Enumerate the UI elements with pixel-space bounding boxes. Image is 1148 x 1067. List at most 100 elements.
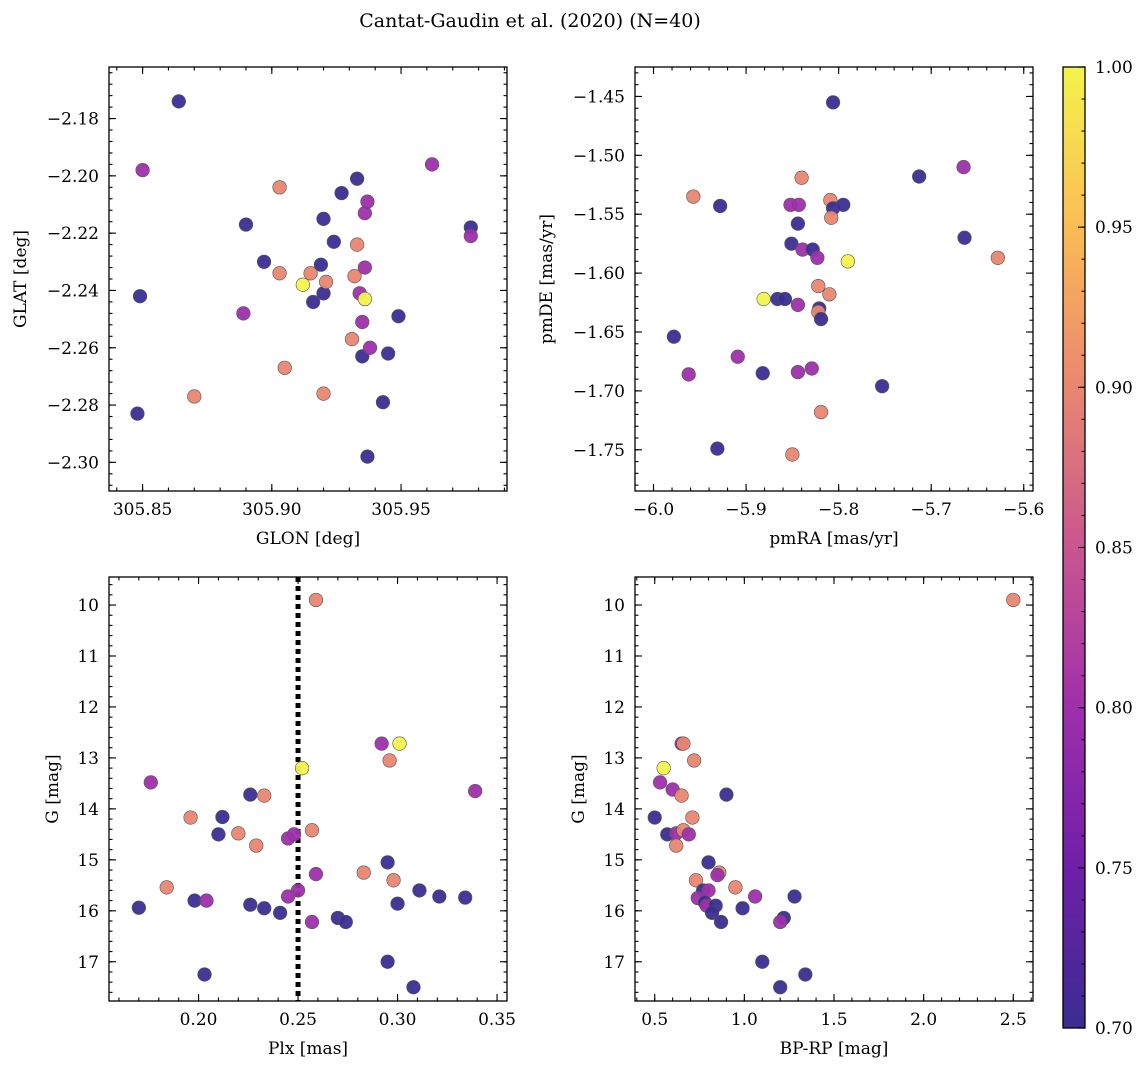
scatter-point (171, 94, 186, 109)
colorbar-tick-label: 0.70 (1095, 1019, 1133, 1039)
scatter-point (347, 269, 362, 284)
scatter-point (647, 810, 662, 825)
scatter-point (813, 311, 829, 327)
scatter-point (338, 914, 353, 930)
scatter-point (380, 855, 395, 870)
x-tick-label: −5.9 (725, 500, 766, 520)
scatter-point (257, 901, 272, 916)
y-tick-label: 12 (603, 698, 625, 718)
scatter-point (748, 889, 763, 904)
scatter-point (713, 198, 728, 214)
colorbar-tick-label: 0.85 (1095, 539, 1133, 559)
x-tick-label: 0.20 (180, 1010, 218, 1030)
scatter-point (357, 260, 372, 275)
y-tick-label: 16 (77, 902, 99, 922)
y-axis-label: GLAT [deg] (11, 230, 31, 328)
scatter-point (392, 736, 407, 751)
x-tick-label: −6.0 (633, 500, 674, 520)
y-tick-label: 11 (77, 647, 99, 667)
scatter-points (130, 94, 478, 464)
colorbar-tick-label: 0.90 (1095, 378, 1133, 398)
scatter-point (303, 266, 318, 281)
scatter-point (350, 171, 365, 186)
y-tick-label: 17 (77, 953, 99, 973)
y-tick-label: −2.24 (47, 281, 99, 301)
scatter-point (344, 332, 360, 347)
scatter-point (272, 266, 287, 281)
scatter-point (256, 254, 272, 269)
scatter-point (316, 211, 331, 226)
scatter-point (390, 896, 405, 911)
scatter-point (357, 291, 372, 307)
scatter-point (130, 406, 145, 421)
panel-3: 0.20 0.25 0.30 0.35 10 11 12 13 14 15 16 17 Plx [mas… (43, 576, 516, 1059)
scatter-point (281, 889, 296, 904)
scatter-point (1006, 592, 1021, 608)
scatter-point (730, 349, 745, 364)
scatter-point (755, 954, 770, 969)
x-tick-label: 305.95 (371, 500, 430, 520)
x-tick-label: 0.5 (641, 1010, 668, 1030)
scatter-point (272, 180, 287, 195)
scatter-point (316, 386, 331, 401)
colorbar-ticks: 0.70 0.75 0.80 0.85 0.90 0.95 1.00 (1078, 58, 1133, 1039)
x-axis-label: pmRA [mas/yr] (769, 529, 898, 549)
scatter-point (294, 761, 310, 776)
scatter-point (468, 783, 483, 799)
scatter-point (790, 297, 806, 313)
scatter-point (231, 826, 246, 841)
scatter-point (811, 278, 826, 294)
scatter-point (356, 865, 371, 880)
scatter-point (719, 787, 734, 802)
scatter-point (824, 210, 839, 225)
scatter-point (304, 914, 320, 930)
scatter-point (304, 823, 320, 838)
scatter-points (131, 592, 483, 995)
y-tick-label: 11 (603, 647, 625, 667)
scatter-point (257, 788, 272, 803)
scatter-point (295, 277, 310, 292)
scatter-point (318, 274, 334, 289)
scatter-point (326, 234, 341, 249)
colorbar: 0.70 0.75 0.80 0.85 0.90 0.95 1.00 (1062, 58, 1133, 1039)
x-tick-label: −5.8 (818, 500, 859, 520)
scatter-point (424, 157, 440, 172)
x-tick-label: 305.90 (242, 500, 301, 520)
panel-1: 305.85 305.90 305.95 −2.18 −2.20 −2.22 −2.24 −2… (11, 66, 508, 549)
scatter-point (277, 360, 292, 375)
y-tick-label: −2.22 (47, 224, 99, 244)
scatter-point (391, 309, 406, 324)
y-tick-label: −1.55 (573, 205, 625, 225)
scatter-point (652, 775, 668, 790)
scatter-point (308, 592, 324, 608)
scatter-point (183, 810, 198, 825)
scatter-points (666, 95, 1005, 462)
scatter-point (187, 893, 202, 908)
scatter-point (956, 160, 971, 175)
scatter-point (159, 880, 174, 895)
y-tick-label: −1.50 (573, 146, 625, 166)
scatter-point (790, 216, 806, 231)
scatter-point (360, 194, 375, 209)
y-tick-label: 15 (77, 851, 99, 871)
x-tick-label: 2.0 (910, 1010, 937, 1030)
scatter-point (243, 897, 258, 912)
scatter-point (412, 883, 427, 898)
scatter-point (211, 827, 226, 842)
scatter-point (912, 169, 927, 184)
axes-frame (634, 576, 1034, 1002)
y-tick-label: 13 (603, 749, 625, 769)
scatter-point (957, 230, 972, 245)
scatter-point (791, 197, 806, 212)
scatter-point (374, 736, 389, 751)
scatter-point (360, 449, 375, 464)
panel-4: 0.5 1.0 1.5 2.0 2.5 10 11 12 13 14 15 16 17 BP-RP [ma… (569, 576, 1034, 1059)
scatter-point (380, 954, 395, 969)
scatter-point (825, 95, 841, 110)
scatter-point (674, 788, 689, 803)
scatter-point (756, 291, 771, 307)
scatter-point (375, 395, 391, 410)
y-tick-label: 12 (77, 698, 99, 718)
axes-frame (634, 66, 1034, 492)
scatter-point (810, 250, 825, 265)
